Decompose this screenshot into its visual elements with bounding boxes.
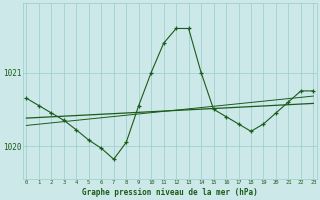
X-axis label: Graphe pression niveau de la mer (hPa): Graphe pression niveau de la mer (hPa) [82,188,258,197]
